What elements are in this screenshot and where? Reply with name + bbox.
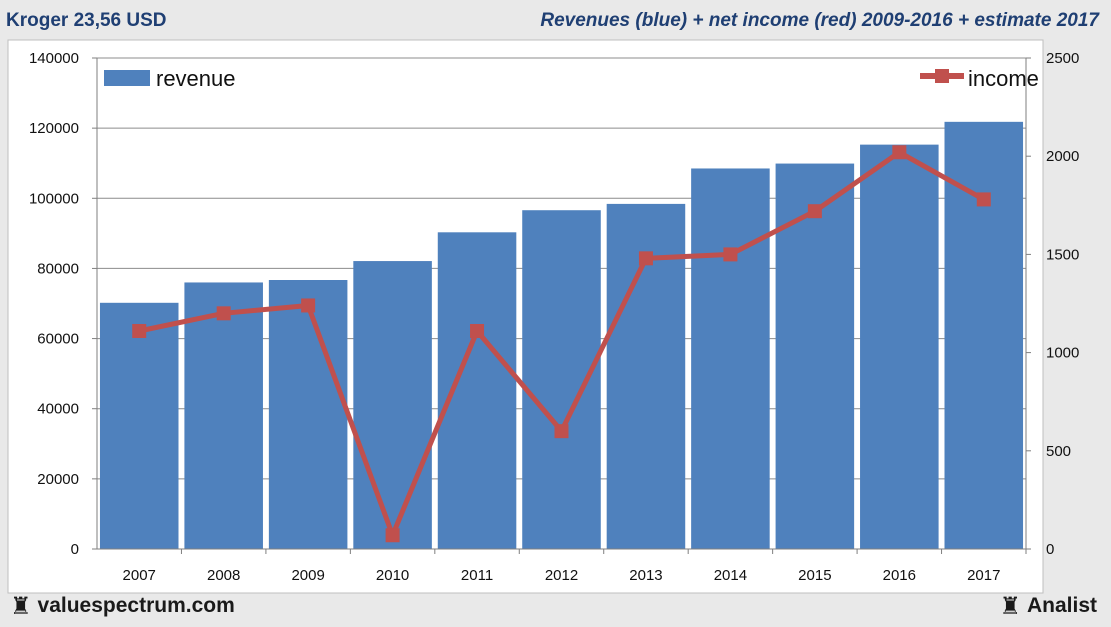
x-tick-label: 2016 (883, 567, 916, 584)
income-point (385, 528, 400, 543)
y-left-tick-label: 0 (71, 541, 79, 558)
axes: 0 20000 40000 60000 80000 100000 120000 140000 0… (29, 50, 1079, 584)
revenue-bar (437, 232, 517, 549)
x-tick-label: 2014 (714, 567, 747, 584)
y-left-tick-label: 100000 (29, 190, 79, 207)
income-point (807, 204, 822, 219)
revenue-bar (860, 144, 939, 549)
income-point (554, 424, 569, 439)
footer-brand-label: Analist (1026, 594, 1097, 617)
legend-revenue-swatch (104, 70, 150, 86)
chart-subtitle: Revenues (blue) + net income (red) 2009-… (540, 10, 1099, 31)
y-right-tick-label: 2500 (1046, 50, 1079, 67)
revenue-bar (353, 261, 432, 549)
chess-rook-icon: ♜ (999, 592, 1021, 620)
income-point (216, 306, 231, 321)
y-right-tick-label: 1500 (1046, 246, 1079, 263)
revenue-bar (184, 282, 263, 549)
y-left-tick-label: 60000 (37, 331, 79, 348)
y-right-tick-label: 1000 (1046, 345, 1079, 362)
x-tick-label: 2008 (207, 567, 240, 584)
y-left-tick-label: 20000 (37, 471, 79, 488)
footer-site: ♜ valuespectrum.com (10, 594, 235, 618)
revenue-bars (99, 121, 1024, 549)
income-point (723, 247, 738, 262)
y-left-tick-label: 40000 (37, 401, 79, 418)
income-point (892, 145, 907, 160)
chart-ticker-title: Kroger 23,56 USD (6, 10, 167, 31)
income-point (132, 323, 147, 338)
legend-income-marker (935, 69, 949, 83)
revenue-bar (99, 302, 179, 549)
y-right-tick-label: 0 (1046, 541, 1054, 558)
income-point (301, 298, 316, 313)
y-left-tick-label: 140000 (29, 50, 79, 67)
x-tick-label: 2015 (798, 567, 831, 584)
x-tick-label: 2011 (461, 567, 493, 584)
y-right-tick-label: 500 (1046, 443, 1071, 460)
y-left-tick-label: 80000 (37, 260, 79, 277)
legends: revenue income (104, 66, 1039, 91)
legend-income-label: income (968, 66, 1039, 91)
income-point (470, 323, 485, 338)
x-tick-label: 2009 (291, 567, 324, 584)
revenue-bar (268, 280, 348, 549)
x-tick-label: 2010 (376, 567, 409, 584)
x-tick-label: 2012 (545, 567, 578, 584)
legend-revenue-label: revenue (156, 66, 236, 91)
footer-brand: ♜ Analist (999, 594, 1097, 618)
x-tick-label: 2007 (123, 567, 156, 584)
footer-site-label: valuespectrum.com (37, 594, 235, 617)
y-right-tick-label: 2000 (1046, 148, 1079, 165)
income-point (638, 251, 653, 266)
income-point (976, 192, 991, 207)
y-left-tick-label: 120000 (29, 120, 79, 137)
revenue-bar (775, 163, 855, 549)
x-tick-label: 2017 (967, 567, 1000, 584)
x-tick-label: 2013 (629, 567, 662, 584)
income-line (132, 145, 991, 543)
revenue-bar (691, 168, 770, 549)
chess-rook-icon: ♜ (10, 592, 32, 620)
